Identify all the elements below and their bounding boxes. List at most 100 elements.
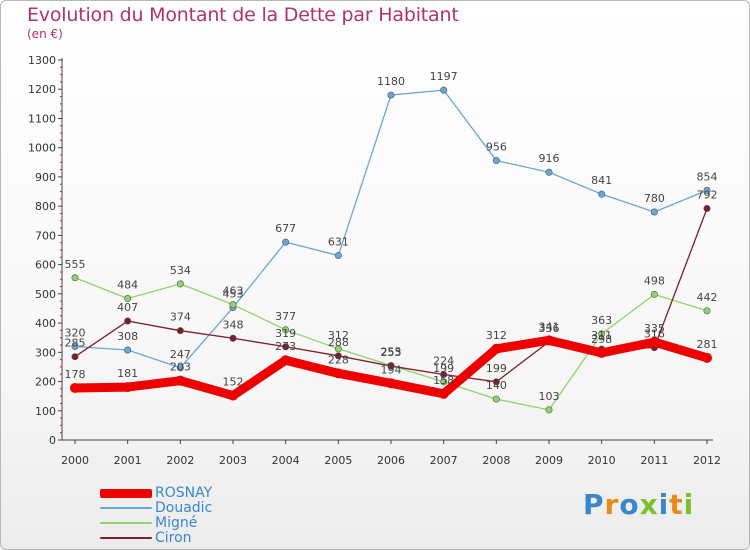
point-ciron xyxy=(703,204,711,212)
point-ciron xyxy=(176,327,184,335)
legend-swatch-ciron xyxy=(100,537,152,539)
y-tick-label: 900 xyxy=(35,171,56,184)
point-douadic xyxy=(598,190,606,198)
point-douadic xyxy=(492,157,500,165)
x-tick-label: 2003 xyxy=(219,454,247,467)
data-label-migne: 484 xyxy=(117,279,138,292)
data-label-ciron: 311 xyxy=(591,329,612,342)
x-tick-label: 2001 xyxy=(114,454,142,467)
y-tick-label: 200 xyxy=(35,376,56,389)
point-migne xyxy=(282,326,290,334)
point-rosnay xyxy=(228,390,238,401)
point-ciron xyxy=(229,334,237,342)
point-migne xyxy=(598,330,606,338)
legend-swatch-douadic xyxy=(100,507,152,509)
data-label-ciron: 288 xyxy=(328,336,349,349)
point-rosnay xyxy=(491,343,502,354)
data-label-rosnay: 181 xyxy=(117,367,138,380)
point-rosnay xyxy=(122,382,133,393)
proxiti-logo: Proxiti xyxy=(583,488,694,521)
legend-swatch-migne xyxy=(100,522,152,524)
legend-label-migne: Migné xyxy=(155,515,198,531)
legend-item-rosnay: ROSNAY xyxy=(100,485,300,501)
logo-letter: o xyxy=(619,488,640,521)
y-tick-label: 1000 xyxy=(28,142,56,155)
point-rosnay xyxy=(702,352,712,363)
point-rosnay xyxy=(438,388,449,399)
point-migne xyxy=(124,295,132,303)
legend-item-douadic: Douadic xyxy=(100,500,300,516)
x-tick-label: 2004 xyxy=(272,454,300,467)
chart-title: Evolution du Montant de la Dette par Hab… xyxy=(27,4,459,26)
point-rosnay xyxy=(596,347,607,358)
point-ciron xyxy=(282,343,290,351)
x-tick-label: 2011 xyxy=(640,454,668,467)
point-rosnay xyxy=(649,337,660,348)
y-tick-label: 0 xyxy=(49,434,56,447)
data-label-rosnay: 228 xyxy=(328,353,349,366)
data-label-douadic: 453 xyxy=(223,288,244,301)
data-label-rosnay: 341 xyxy=(539,320,560,333)
legend-item-ciron: Ciron xyxy=(100,530,300,546)
point-douadic xyxy=(440,86,448,94)
data-label-migne: 255 xyxy=(381,345,402,358)
data-label-douadic: 916 xyxy=(539,152,560,165)
x-tick-label: 2002 xyxy=(166,454,194,467)
data-label-ciron: 253 xyxy=(381,346,402,359)
data-label-migne: 498 xyxy=(644,274,665,287)
point-ciron xyxy=(124,317,132,325)
chart-subtitle: (en €) xyxy=(27,27,63,41)
data-label-rosnay: 281 xyxy=(697,338,718,351)
point-migne xyxy=(650,290,658,298)
point-douadic xyxy=(282,238,290,246)
point-migne xyxy=(334,345,342,353)
y-tick-label: 800 xyxy=(35,200,56,213)
point-douadic xyxy=(71,342,79,350)
point-migne xyxy=(492,395,500,403)
y-tick-label: 1300 xyxy=(28,54,56,67)
y-tick-label: 700 xyxy=(35,229,56,242)
data-label-douadic: 1180 xyxy=(377,75,405,88)
x-tick-label: 2010 xyxy=(588,454,616,467)
point-ciron xyxy=(334,352,342,360)
data-label-ciron: 374 xyxy=(170,311,191,324)
data-label-douadic: 320 xyxy=(65,326,86,339)
x-tick-label: 2008 xyxy=(482,454,510,467)
y-tick-label: 100 xyxy=(35,405,56,418)
data-label-ciron: 316 xyxy=(644,328,665,341)
point-douadic xyxy=(176,364,184,372)
point-rosnay xyxy=(544,335,554,346)
data-label-rosnay: 312 xyxy=(486,329,507,342)
data-label-douadic: 677 xyxy=(275,222,296,235)
logo-letter: i xyxy=(683,488,695,521)
point-rosnay xyxy=(280,355,291,366)
legend-label-douadic: Douadic xyxy=(155,500,213,516)
point-douadic xyxy=(387,91,395,99)
logo-letter: r xyxy=(604,488,620,521)
chart-axes: 0 100 200 300 400 500 600 700 800 900 1000 1100 1200… xyxy=(28,54,721,467)
data-label-migne: 199 xyxy=(433,362,454,375)
point-ciron xyxy=(492,378,500,386)
data-label-migne: 363 xyxy=(591,314,612,327)
legend-swatch-rosnay xyxy=(100,489,152,498)
data-label-migne: 442 xyxy=(697,291,718,304)
data-label-rosnay: 158 xyxy=(433,374,454,387)
data-label-douadic: 631 xyxy=(328,236,349,249)
point-ciron xyxy=(387,362,395,370)
data-label-rosnay: 298 xyxy=(591,333,612,346)
series-migne xyxy=(71,274,711,414)
data-label-rosnay: 203 xyxy=(170,361,191,374)
point-ciron xyxy=(71,353,79,361)
data-label-migne: 377 xyxy=(275,310,296,323)
data-label-migne: 534 xyxy=(170,264,191,277)
legend: ROSNAY Douadic Migné Ciron xyxy=(100,485,300,546)
data-label-douadic: 247 xyxy=(170,348,191,361)
data-label-ciron: 285 xyxy=(65,337,86,350)
point-migne xyxy=(176,280,184,288)
legend-label-rosnay: ROSNAY xyxy=(155,485,213,501)
logo-letter: x xyxy=(639,488,659,521)
legend-label-ciron: Ciron xyxy=(155,530,192,546)
point-douadic xyxy=(703,186,711,194)
data-label-douadic: 780 xyxy=(644,192,665,205)
point-rosnay xyxy=(386,378,396,389)
